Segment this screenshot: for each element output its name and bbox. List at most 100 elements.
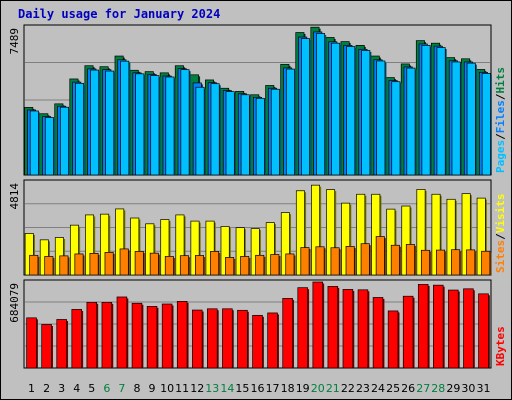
bar-visits-day-11: [175, 214, 185, 276]
bar-pages-day-19: [301, 38, 310, 176]
bar-sites-day-23: [360, 243, 370, 276]
bar-sites-day-17: [270, 254, 280, 276]
bar-sites-day-29: [451, 249, 461, 276]
bar-visits-day-24: [371, 193, 381, 276]
bar-sites-day-15: [240, 256, 250, 276]
bar-pages-day-4: [75, 82, 85, 176]
bar-pages-day-31: [481, 73, 491, 176]
bar-pages-day-15: [240, 94, 250, 176]
bar-sites-day-22: [345, 246, 355, 276]
bar-visits-day-9: [145, 223, 155, 276]
bar-sites-day-28: [436, 249, 446, 276]
bar-kbytes-day-14: [222, 308, 233, 369]
bar-pages-day-12: [195, 86, 205, 176]
bar-visits-day-26: [401, 205, 411, 276]
x-tick-label-day-12: 12: [190, 382, 204, 395]
bar-kbytes-day-12: [191, 309, 203, 369]
bar-visits-day-15: [235, 227, 245, 276]
ymax-label-kbytes: 684079: [8, 283, 21, 323]
bar-visits-day-31: [476, 197, 486, 276]
bar-pages-day-27: [421, 45, 431, 176]
bar-kbytes-day-8: [131, 302, 143, 369]
bar-kbytes-day-11: [176, 301, 188, 369]
bar-sites-day-2: [44, 256, 54, 276]
x-tick-label-day-16: 16: [251, 382, 265, 395]
bar-kbytes-day-4: [71, 309, 82, 369]
bar-sites-day-1: [29, 254, 39, 276]
bar-kbytes-day-9: [146, 306, 158, 369]
x-tick-label-day-17: 17: [266, 382, 280, 395]
bar-sites-day-25: [390, 244, 400, 276]
bar-sites-day-7: [119, 248, 129, 276]
bar-pages-day-13: [210, 83, 220, 176]
bar-visits-day-16: [250, 228, 260, 276]
bar-sites-day-5: [89, 253, 99, 276]
bar-kbytes-day-28: [433, 284, 444, 369]
x-tick-label-day-22: 22: [341, 382, 355, 395]
bar-kbytes-day-5: [86, 302, 98, 369]
bar-kbytes-day-6: [101, 302, 113, 369]
bar-sites-day-31: [481, 250, 491, 276]
x-tick-label-day-7: 7: [118, 382, 125, 395]
x-tick-label-day-21: 21: [326, 382, 340, 395]
bar-sites-day-27: [420, 249, 430, 276]
legend-item: Hits: [494, 67, 507, 94]
legend-item: /: [494, 133, 507, 140]
bar-pages-day-25: [391, 81, 401, 176]
ymax-label-visits-sites: 4814: [8, 183, 21, 210]
x-tick-label-day-14: 14: [220, 382, 234, 395]
bar-visits-day-22: [341, 202, 351, 276]
bar-sites-day-30: [466, 249, 476, 276]
bar-sites-day-21: [330, 247, 340, 276]
bar-pages-day-17: [270, 88, 280, 176]
legend-item: KBytes: [494, 326, 507, 366]
ymax-label-hits-files-pages: 7489: [8, 28, 21, 55]
bar-pages-day-7: [120, 60, 130, 176]
legend-visits-sites: Sites/Visits: [494, 194, 507, 274]
x-tick-label-day-30: 30: [461, 382, 475, 395]
bar-sites-day-16: [255, 254, 265, 276]
x-tick-label-day-18: 18: [281, 382, 295, 395]
bar-visits-day-28: [431, 193, 441, 276]
legend-hits-files-pages: Pages/Files/Hits: [494, 67, 507, 173]
bar-kbytes-day-13: [207, 308, 218, 369]
x-tick-label-day-26: 26: [401, 382, 415, 395]
bar-sites-day-26: [405, 244, 415, 276]
bar-visits-day-21: [326, 189, 336, 276]
bar-visits-day-20: [311, 184, 321, 276]
bar-visits-day-13: [205, 220, 215, 276]
bar-sites-day-13: [210, 251, 220, 276]
x-tick-label-day-13: 13: [205, 382, 219, 395]
bar-kbytes-day-29: [448, 289, 459, 369]
bar-kbytes-day-10: [161, 303, 173, 369]
x-tick-label-day-1: 1: [28, 382, 35, 395]
bar-visits-day-23: [356, 193, 366, 276]
bar-kbytes-day-21: [327, 286, 339, 369]
x-tick-label-day-29: 29: [446, 382, 460, 395]
x-tick-label-day-27: 27: [416, 382, 430, 395]
bar-kbytes-day-26: [402, 295, 414, 369]
bar-pages-day-2: [44, 117, 54, 176]
bar-kbytes-day-2: [41, 324, 52, 369]
bar-pages-day-5: [90, 69, 100, 176]
bar-visits-day-18: [280, 212, 290, 276]
x-tick-label-day-31: 31: [476, 382, 490, 395]
x-tick-label-day-20: 20: [311, 382, 325, 395]
bar-kbytes-day-30: [463, 288, 474, 369]
bar-visits-day-4: [69, 224, 79, 276]
bar-visits-day-29: [446, 198, 456, 276]
bar-sites-day-4: [74, 253, 84, 276]
bar-pages-day-16: [255, 97, 265, 176]
bar-pages-day-23: [361, 50, 371, 176]
bar-visits-day-25: [386, 208, 396, 276]
bar-kbytes-day-3: [56, 319, 67, 369]
x-tick-label-day-11: 11: [175, 382, 189, 395]
x-tick-label-day-6: 6: [103, 382, 110, 395]
x-tick-label-day-25: 25: [386, 382, 400, 395]
bar-kbytes-day-17: [267, 312, 278, 369]
bar-sites-day-19: [300, 247, 310, 276]
bar-sites-day-9: [149, 252, 159, 276]
legend-item: /: [494, 93, 507, 100]
chart-title: Daily usage for January 2024: [18, 7, 221, 21]
